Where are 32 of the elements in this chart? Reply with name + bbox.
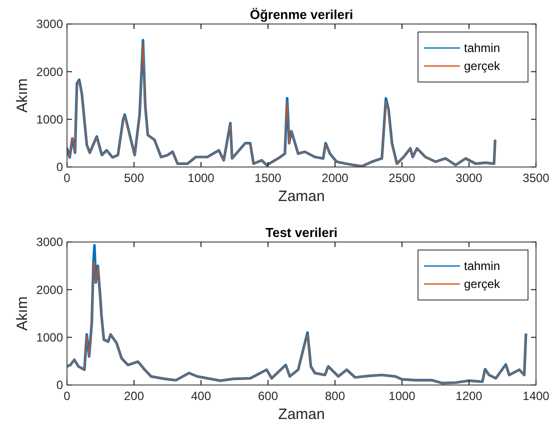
- x-tick-label: 500: [124, 171, 144, 185]
- y-axis-title: Akım: [14, 78, 31, 113]
- x-tick-label: 200: [124, 389, 144, 403]
- x-tick-label: 800: [324, 389, 346, 403]
- y-tick-label: 2000: [36, 282, 64, 297]
- y-axis-title: Akım: [14, 296, 31, 331]
- x-axis-title: Zaman: [278, 188, 325, 205]
- x-tick-label: 1000: [388, 389, 416, 403]
- y-tick-label: 3000: [36, 235, 64, 250]
- y-tick-label: 0: [56, 160, 64, 174]
- chart-title: Test verileri: [265, 225, 338, 240]
- legend-label: tahmin: [464, 259, 500, 274]
- x-tick-label: 1200: [456, 389, 483, 403]
- y-tick-label: 1000: [36, 112, 64, 127]
- legend-label: gerçek: [464, 277, 502, 292]
- x-tick-label: 2500: [388, 171, 416, 185]
- legend-label: tahmin: [464, 41, 500, 56]
- y-tick-label: 2000: [36, 64, 64, 79]
- y-tick-label: 3000: [36, 17, 64, 32]
- legend-label: gerçek: [464, 59, 502, 74]
- x-tick-label: 1500: [254, 171, 282, 185]
- x-tick-label: 600: [258, 389, 278, 403]
- x-tick-label: 1400: [522, 389, 550, 403]
- x-axis-title: Zaman: [278, 406, 325, 423]
- y-tick-label: 0: [56, 378, 64, 392]
- y-tick-label: 1000: [36, 330, 64, 345]
- x-tick-label: 400: [190, 389, 212, 403]
- x-tick-label: 3000: [456, 171, 483, 185]
- x-tick-label: 1000: [188, 171, 215, 185]
- x-tick-label: 3500: [522, 171, 550, 185]
- x-tick-label: 2000: [322, 171, 349, 185]
- chart-title: Öğrenme verileri: [250, 7, 354, 22]
